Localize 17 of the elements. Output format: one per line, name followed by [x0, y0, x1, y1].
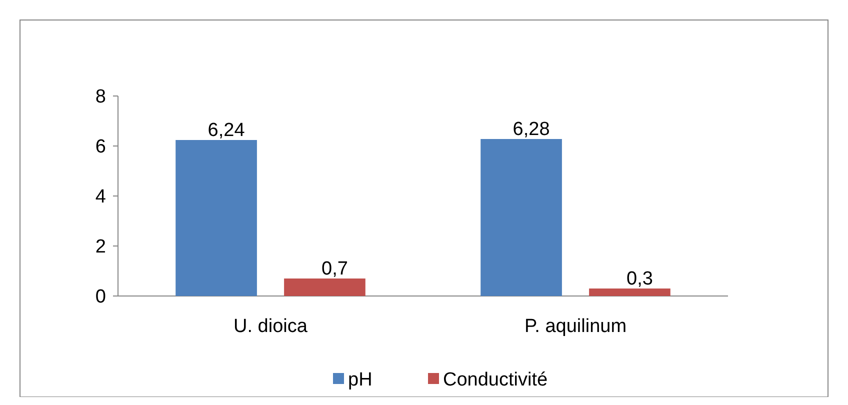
y-tick-label: 8 — [95, 86, 106, 108]
y-tick-label: 6 — [95, 136, 106, 158]
bar — [284, 278, 366, 296]
bar — [176, 140, 257, 296]
data-label: 0,3 — [626, 268, 653, 290]
y-tick-label: 4 — [95, 186, 106, 208]
y-tick-label: 2 — [95, 236, 106, 258]
bar — [480, 139, 562, 296]
legend-label: Conductivité — [443, 370, 548, 391]
x-tick-label: P. aquilinum — [524, 316, 627, 337]
data-label: 6,28 — [512, 119, 550, 140]
x-tick-label: U. dioica — [234, 316, 308, 337]
data-label: 6,24 — [208, 120, 246, 141]
legend-label: pH — [348, 370, 372, 391]
bar — [589, 288, 670, 296]
y-tick-label: 0 — [95, 286, 106, 308]
data-label: 0,7 — [322, 258, 348, 280]
